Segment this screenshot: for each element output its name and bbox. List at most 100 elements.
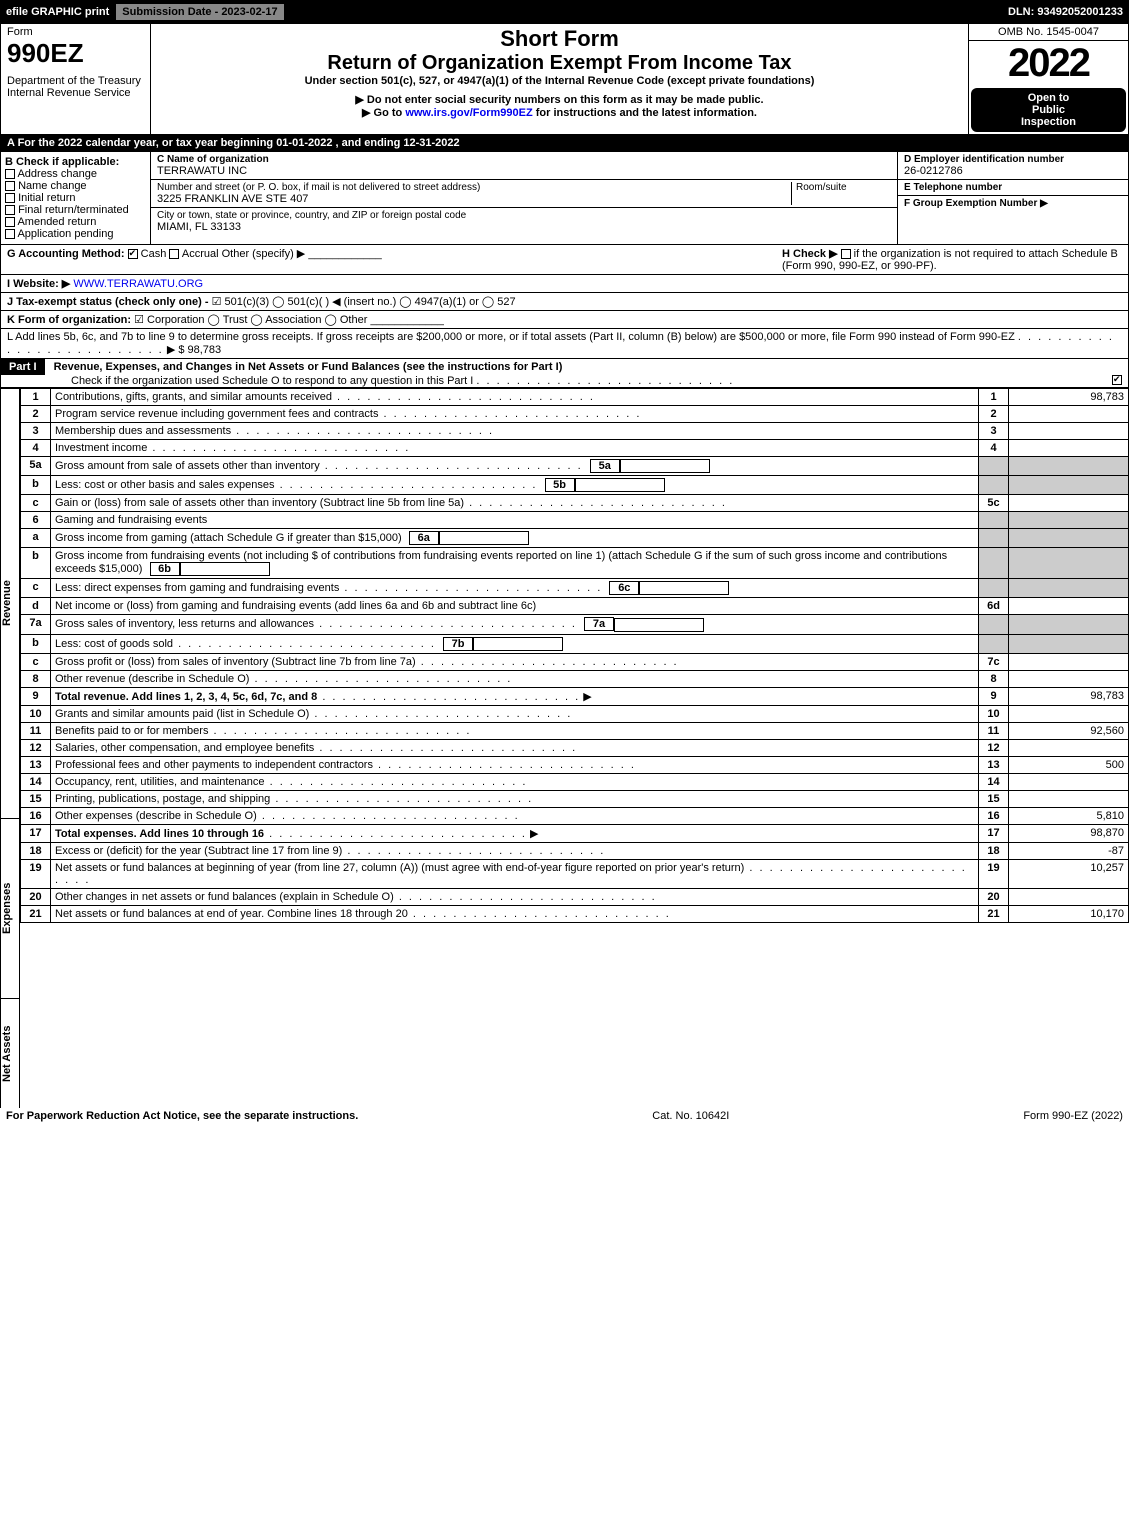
website-link[interactable]: WWW.TERRAWATU.ORG bbox=[73, 278, 203, 290]
part1-check-text: Check if the organization used Schedule … bbox=[71, 375, 473, 387]
line-12: 12Salaries, other compensation, and empl… bbox=[21, 739, 1129, 756]
l9-text: Total revenue. Add lines 1, 2, 3, 4, 5c,… bbox=[55, 691, 317, 703]
check-final-return[interactable] bbox=[5, 205, 15, 215]
main-title: Return of Organization Exempt From Incom… bbox=[157, 52, 962, 75]
D-label: D Employer identification number bbox=[904, 154, 1122, 165]
section-A: A For the 2022 calendar year, or tax yea… bbox=[0, 135, 1129, 152]
footer-left: For Paperwork Reduction Act Notice, see … bbox=[6, 1110, 358, 1122]
room-label: Room/suite bbox=[796, 182, 891, 193]
l12-text: Salaries, other compensation, and employ… bbox=[55, 742, 314, 754]
org-name: TERRAWATU INC bbox=[157, 165, 891, 177]
line-5a: 5aGross amount from sale of assets other… bbox=[21, 457, 1129, 476]
l6d-text: Net income or (loss) from gaming and fun… bbox=[55, 600, 536, 612]
g-other: Other (specify) ▶ bbox=[222, 248, 306, 260]
check-initial-return[interactable] bbox=[5, 193, 15, 203]
l10-text: Grants and similar amounts paid (list in… bbox=[55, 708, 309, 720]
l6b-sub[interactable] bbox=[180, 562, 270, 576]
line-1: 1Contributions, gifts, grants, and simil… bbox=[21, 389, 1129, 406]
l5b-sub[interactable] bbox=[575, 478, 665, 492]
line-5c: cGain or (loss) from sale of assets othe… bbox=[21, 495, 1129, 512]
check-accrual[interactable] bbox=[169, 249, 179, 259]
l6a-sub[interactable] bbox=[439, 531, 529, 545]
l8-text: Other revenue (describe in Schedule O) bbox=[55, 673, 249, 685]
line-21: 21Net assets or fund balances at end of … bbox=[21, 905, 1129, 922]
J-label: J Tax-exempt status (check only one) - bbox=[7, 296, 212, 308]
l7a-text: Gross sales of inventory, less returns a… bbox=[55, 618, 314, 630]
l7a-sub[interactable] bbox=[614, 618, 704, 632]
lines-table: 1Contributions, gifts, grants, and simil… bbox=[20, 388, 1129, 923]
line-11: 11Benefits paid to or for members1192,56… bbox=[21, 722, 1129, 739]
check-pending[interactable] bbox=[5, 229, 15, 239]
short-form-title: Short Form bbox=[157, 26, 962, 52]
line-6c: cLess: direct expenses from gaming and f… bbox=[21, 579, 1129, 598]
l6c-text: Less: direct expenses from gaming and fu… bbox=[55, 582, 339, 594]
irs-link[interactable]: www.irs.gov/Form990EZ bbox=[405, 107, 532, 119]
tax-year: 2022 bbox=[969, 41, 1128, 86]
page-footer: For Paperwork Reduction Act Notice, see … bbox=[0, 1108, 1129, 1124]
section-A-text: A For the 2022 calendar year, or tax yea… bbox=[7, 137, 460, 149]
check-amended[interactable] bbox=[5, 217, 15, 227]
l5a-text: Gross amount from sale of assets other t… bbox=[55, 460, 320, 472]
l11-amt: 92,560 bbox=[1009, 722, 1129, 739]
top-bar: efile GRAPHIC print Submission Date - 20… bbox=[0, 0, 1129, 24]
opt-initial: Initial return bbox=[18, 192, 75, 204]
goto-link[interactable]: ▶ Go to www.irs.gov/Form990EZ for instru… bbox=[157, 106, 962, 119]
l9-amt: 98,783 bbox=[1009, 687, 1129, 705]
section-GH: G Accounting Method: Cash Accrual Other … bbox=[0, 245, 1129, 275]
section-K: K Form of organization: ☑ Corporation ◯ … bbox=[0, 311, 1129, 329]
check-address-change[interactable] bbox=[5, 169, 15, 179]
l5b-text: Less: cost or other basis and sales expe… bbox=[55, 479, 275, 491]
open-line2: Public bbox=[977, 104, 1120, 116]
E-label: E Telephone number bbox=[904, 182, 1122, 193]
open-public-badge: Open to Public Inspection bbox=[971, 88, 1126, 132]
opt-address: Address change bbox=[17, 168, 97, 180]
opt-amended: Amended return bbox=[17, 216, 96, 228]
form-header: Form 990EZ Department of the Treasury In… bbox=[0, 24, 1129, 135]
l11-text: Benefits paid to or for members bbox=[55, 725, 208, 737]
line-10: 10Grants and similar amounts paid (list … bbox=[21, 705, 1129, 722]
dept-label: Department of the Treasury bbox=[7, 75, 144, 87]
footer-right: Form 990-EZ (2022) bbox=[1023, 1110, 1123, 1122]
open-line1: Open to bbox=[977, 92, 1120, 104]
line-4: 4Investment income4 bbox=[21, 440, 1129, 457]
l6c-sub[interactable] bbox=[639, 581, 729, 595]
city: MIAMI, FL 33133 bbox=[157, 221, 891, 233]
line-17: 17Total expenses. Add lines 10 through 1… bbox=[21, 824, 1129, 842]
l9-arrow: ▶ bbox=[583, 691, 591, 703]
form-number: 990EZ bbox=[7, 38, 144, 69]
line-3: 3Membership dues and assessments3 bbox=[21, 423, 1129, 440]
check-name-change[interactable] bbox=[5, 181, 15, 191]
section-L: L Add lines 5b, 6c, and 7b to line 9 to … bbox=[0, 329, 1129, 359]
line-6b: bGross income from fundraising events (n… bbox=[21, 548, 1129, 579]
line-13: 13Professional fees and other payments t… bbox=[21, 756, 1129, 773]
line-6a: aGross income from gaming (attach Schedu… bbox=[21, 529, 1129, 548]
check-H[interactable] bbox=[841, 249, 851, 259]
line-16: 16Other expenses (describe in Schedule O… bbox=[21, 807, 1129, 824]
form-word: Form bbox=[7, 26, 144, 38]
city-label: City or town, state or province, country… bbox=[157, 210, 891, 221]
l19-text: Net assets or fund balances at beginning… bbox=[55, 862, 744, 874]
l5a-sub[interactable] bbox=[620, 459, 710, 473]
expenses-vlabel: Expenses bbox=[0, 818, 20, 998]
part1-body: Revenue Expenses Net Assets 1Contributio… bbox=[0, 388, 1129, 1108]
l1-amt: 98,783 bbox=[1009, 389, 1129, 406]
ein: 26-0212786 bbox=[904, 165, 1122, 177]
l21-amt: 10,170 bbox=[1009, 905, 1129, 922]
l20-text: Other changes in net assets or fund bala… bbox=[55, 891, 394, 903]
submission-date-button[interactable]: Submission Date - 2023-02-17 bbox=[115, 3, 284, 21]
J-opts: ☑ 501(c)(3) ◯ 501(c)( ) ◀ (insert no.) ◯… bbox=[212, 296, 516, 308]
l7b-sub[interactable] bbox=[473, 637, 563, 651]
opt-name: Name change bbox=[18, 180, 87, 192]
street-label: Number and street (or P. O. box, if mail… bbox=[157, 182, 791, 193]
section-J: J Tax-exempt status (check only one) - ☑… bbox=[0, 293, 1129, 311]
line-15: 15Printing, publications, postage, and s… bbox=[21, 790, 1129, 807]
l21-text: Net assets or fund balances at end of ye… bbox=[55, 908, 408, 920]
check-schedule-o[interactable] bbox=[1112, 375, 1122, 385]
l15-text: Printing, publications, postage, and shi… bbox=[55, 793, 270, 805]
opt-pending: Application pending bbox=[17, 228, 113, 240]
efile-label: efile GRAPHIC print bbox=[0, 4, 115, 20]
check-cash[interactable] bbox=[128, 249, 138, 259]
line-7b: bLess: cost of goods sold 7b bbox=[21, 634, 1129, 653]
l7c-text: Gross profit or (loss) from sales of inv… bbox=[55, 656, 416, 668]
l13-text: Professional fees and other payments to … bbox=[55, 759, 373, 771]
